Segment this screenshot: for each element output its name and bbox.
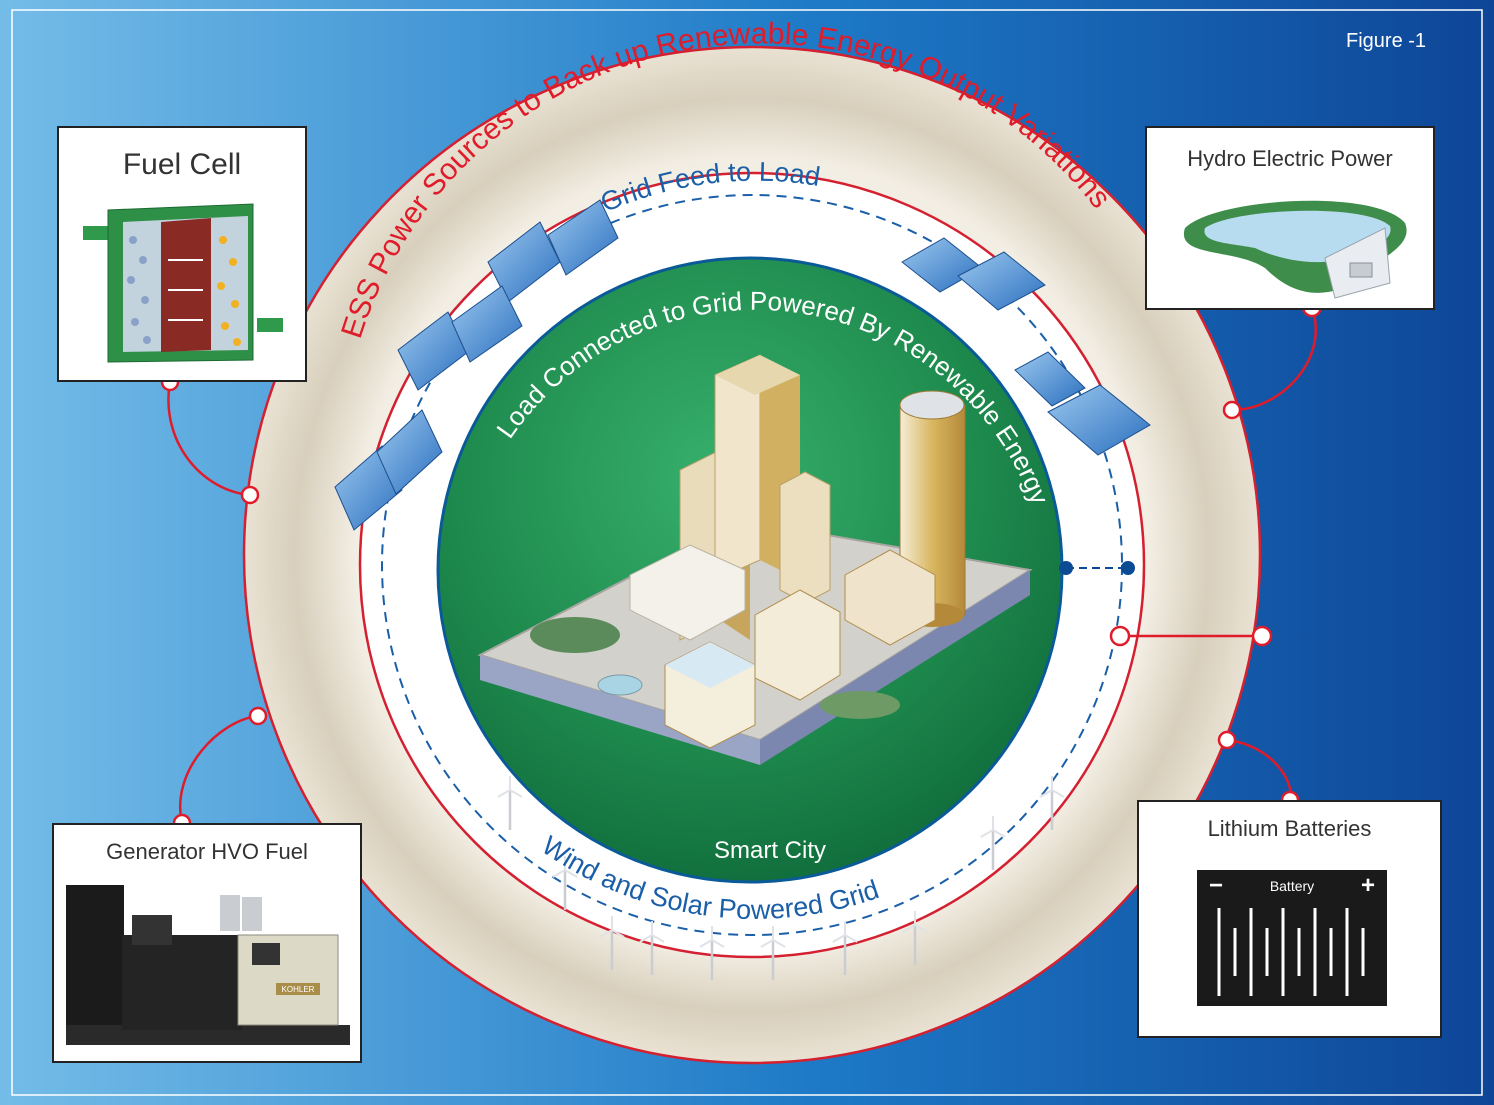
wind-turbine [639, 921, 665, 975]
hydro-box: Hydro Electric Power [1145, 126, 1435, 310]
figure-label: Figure -1 [1346, 30, 1427, 52]
wind-turbine [1039, 776, 1065, 830]
generator-icon: KOHLER [66, 885, 350, 1045]
fuel-cell-box: Fuel Cell [57, 126, 307, 382]
wind-turbine [980, 816, 1006, 870]
wind-turbine [832, 921, 858, 975]
solar-panel [376, 409, 443, 495]
battery-label: Battery [1269, 878, 1315, 894]
solar-panel [1047, 384, 1151, 456]
lithium-box: Lithium Batteries − Battery + [1137, 800, 1442, 1038]
fuel-cell-connector [167, 381, 251, 497]
solar-panel [451, 285, 523, 363]
hydro-connector [1231, 306, 1318, 412]
city-grid-connector [1059, 561, 1135, 575]
battery-cells [1217, 908, 1365, 996]
wind-turbine [699, 926, 725, 980]
hydro-icon [1183, 200, 1407, 299]
wind-turbine [760, 926, 786, 980]
fuel-cell-title: Fuel Cell [122, 148, 242, 181]
battery-icon: − Battery + [1197, 870, 1387, 1006]
solar-panel [547, 199, 619, 276]
lithium-title: Lithium Batteries [1207, 816, 1372, 841]
generator-title: Generator HVO Fuel [106, 839, 308, 864]
solar-panel [957, 251, 1046, 311]
background-frame [11, 9, 1483, 1096]
generator-brand: KOHLER [282, 985, 315, 994]
solar-panels [334, 199, 1151, 531]
hydro-title: Hydro Electric Power [1187, 146, 1393, 171]
generator-connector [179, 714, 259, 824]
generator-box: Generator HVO Fuel KOHLER [52, 823, 362, 1063]
battery-plus: + [1360, 872, 1375, 899]
battery-minus: − [1209, 872, 1224, 899]
wind-turbines [497, 776, 1065, 980]
wind-turbine [552, 856, 578, 910]
wind-turbine [497, 776, 523, 830]
solar-panel [1014, 351, 1086, 407]
city-illustration [477, 354, 1033, 765]
wind-turbine [599, 916, 625, 970]
smart-city-label: Smart City [714, 837, 826, 864]
wind-turbine [902, 911, 928, 965]
fuel-cell-icon [83, 203, 283, 363]
